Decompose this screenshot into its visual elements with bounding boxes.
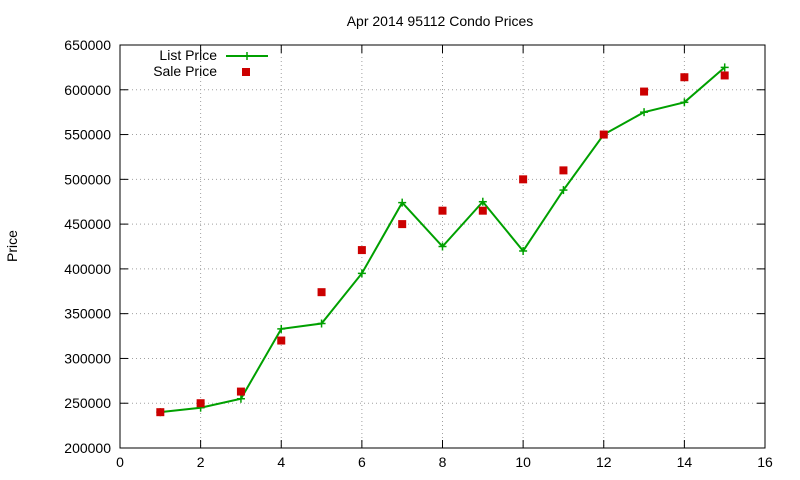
- list-price-point: [277, 324, 286, 333]
- legend: List Price Sale Price: [153, 47, 268, 79]
- x-tick-label: 6: [358, 454, 366, 470]
- x-tick-label: 8: [439, 454, 447, 470]
- sale-price-point: [398, 220, 407, 229]
- y-tick-label: 450000: [64, 216, 111, 232]
- legend-label-sale-price: Sale Price: [153, 63, 217, 79]
- sale-price-point: [478, 206, 487, 215]
- x-tick-label: 0: [116, 454, 124, 470]
- y-tick-label: 600000: [64, 82, 111, 98]
- y-tick-label: 350000: [64, 306, 111, 322]
- y-tick-label: 550000: [64, 127, 111, 143]
- sale-price-point: [236, 387, 245, 396]
- sale-price-point: [519, 175, 528, 184]
- legend-swatch-sale-price: [242, 68, 250, 76]
- sale-price-point: [720, 71, 729, 80]
- y-tick-label: 200000: [64, 440, 111, 456]
- list-price-point: [317, 319, 326, 328]
- list-price-point: [236, 394, 245, 403]
- sale-price-point: [317, 288, 326, 297]
- y-axis-label: Price: [4, 230, 20, 262]
- x-tick-label: 16: [757, 454, 773, 470]
- list-price-point: [398, 198, 407, 207]
- y-tick-label: 300000: [64, 350, 111, 366]
- sale-price-point: [640, 87, 649, 96]
- sale-price-point: [357, 246, 366, 255]
- x-tick-label: 4: [277, 454, 285, 470]
- y-tick-label: 400000: [64, 261, 111, 277]
- sale-price-point: [277, 336, 286, 345]
- list-price-point: [478, 197, 487, 206]
- axis-ticks: 0 2 4 6 8 10 12 14 16 200000 250000 300000 350000 400…: [64, 37, 773, 470]
- list-price-point: [357, 269, 366, 278]
- list-price-point: [438, 242, 447, 251]
- list-price-point: [519, 246, 528, 255]
- legend-label-list-price: List Price: [159, 47, 217, 63]
- legend-marker-list-price: [243, 52, 251, 60]
- plot-frame: [119, 44, 766, 449]
- sale-price-point: [680, 73, 689, 82]
- list-price-point: [559, 186, 568, 195]
- x-tick-label: 14: [677, 454, 693, 470]
- sale-price-point: [196, 399, 205, 408]
- y-tick-label: 500000: [64, 171, 111, 187]
- y-tick-label: 250000: [64, 395, 111, 411]
- list-price-point: [680, 98, 689, 107]
- list-price-point: [720, 63, 729, 72]
- list-price-point: [640, 108, 649, 117]
- sale-price-point: [156, 408, 165, 417]
- sale-price-point: [559, 166, 568, 175]
- chart-title: Apr 2014 95112 Condo Prices: [347, 13, 534, 29]
- data-series: [156, 63, 729, 417]
- sale-price-point: [599, 130, 608, 139]
- x-tick-label: 2: [197, 454, 205, 470]
- sale-price-point: [438, 206, 447, 215]
- list-price-line: [160, 66, 726, 414]
- x-tick-label: 12: [596, 454, 612, 470]
- x-tick-label: 10: [515, 454, 531, 470]
- y-tick-label: 650000: [64, 37, 111, 53]
